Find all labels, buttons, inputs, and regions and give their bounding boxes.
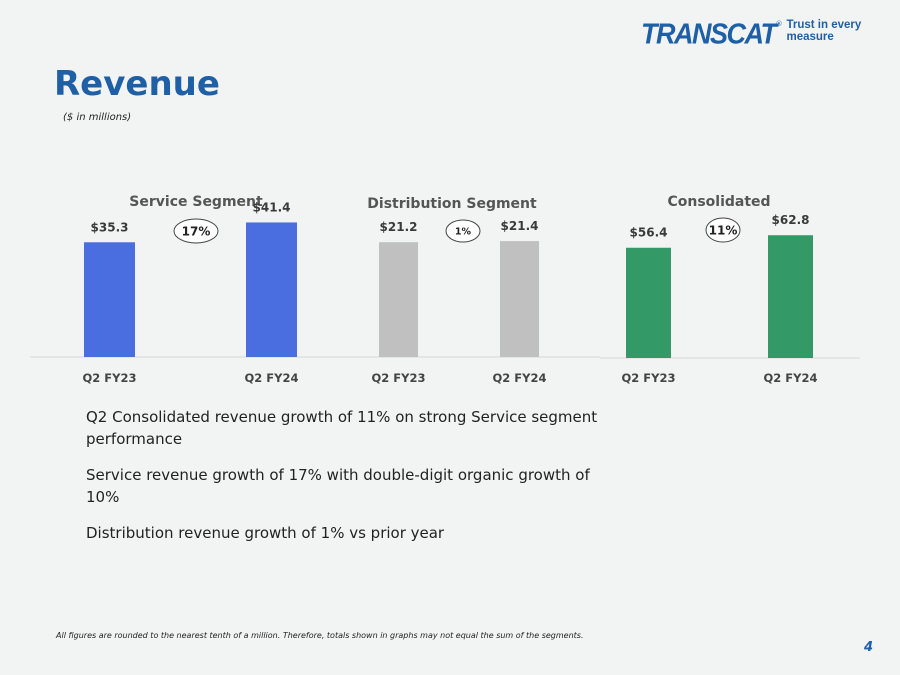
chart-2-title: Consolidated <box>667 194 770 210</box>
chart-2-growth-label: 11% <box>709 223 738 237</box>
chart-0-bar-0 <box>84 242 135 357</box>
chart-1-tick-label-0: Q2 FY23 <box>372 371 426 385</box>
chart-0-bar-1 <box>246 222 297 357</box>
chart-2-tick-label-1: Q2 FY24 <box>764 371 818 385</box>
chart-1-bar-1 <box>500 241 539 357</box>
chart-1-growth-badge <box>445 219 481 243</box>
page-title: Revenue <box>54 64 220 104</box>
chart-0-tick-label-1: Q2 FY24 <box>245 371 299 385</box>
chart-2-growth-badge <box>705 217 741 243</box>
chart-1-data-label-0: $21.2 <box>380 220 418 234</box>
chart-1-growth-label: 1% <box>455 226 472 237</box>
chart-2-tick-label-0: Q2 FY23 <box>622 371 676 385</box>
chart-0-title: Service Segment <box>129 194 263 210</box>
chart-2-bar-1 <box>768 235 813 358</box>
transcat-logo: TRANSCAT ® Trust in every measure <box>641 18 900 48</box>
summary-bullets: Q2 Consolidated revenue growth of 11% on… <box>86 406 606 558</box>
chart-1-data-label-1: $21.4 <box>501 219 539 233</box>
revenue-charts: Service Segment$35.3 Q2 FY23 $41.4 Q2 FY24 1… <box>30 194 860 385</box>
page-number: 4 <box>864 640 874 655</box>
chart-1-title: Distribution Segment <box>367 196 537 212</box>
bullet-service: Service revenue growth of 17% with doubl… <box>86 466 590 506</box>
chart-0-data-label-0: $35.3 <box>91 220 129 234</box>
footnote: All figures are rounded to the nearest t… <box>56 631 584 640</box>
units-note: ($ in millions) <box>63 112 132 123</box>
logo-tagline: Trust in every measure <box>786 19 862 43</box>
chart-1-tick-label-1: Q2 FY24 <box>493 371 547 385</box>
chart-1-bar-0 <box>379 242 418 357</box>
chart-0-growth-label: 17% <box>182 224 211 238</box>
logo-wordmark: TRANSCAT <box>641 18 777 50</box>
bullet-consolidated: Q2 Consolidated revenue growth of 11% on… <box>86 408 598 448</box>
chart-0-data-label-1: $41.4 <box>253 200 291 214</box>
chart-0-growth-badge <box>173 218 219 244</box>
logo-registered-mark: ® <box>775 20 783 28</box>
chart-2-bar-0 <box>626 247 671 358</box>
bullet-distribution: Distribution revenue growth of 1% vs pri… <box>86 524 445 542</box>
chart-0-tick-label-0: Q2 FY23 <box>83 371 137 385</box>
chart-2-data-label-1: $62.8 <box>772 213 810 227</box>
chart-2-data-label-0: $56.4 <box>630 226 668 240</box>
